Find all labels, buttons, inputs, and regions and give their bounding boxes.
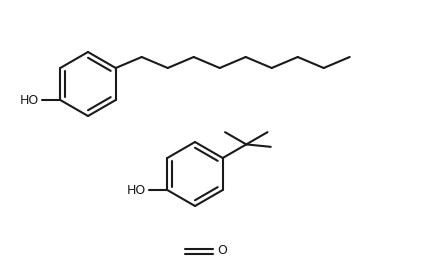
Text: HO: HO — [20, 93, 39, 107]
Text: O: O — [217, 244, 227, 258]
Text: HO: HO — [127, 184, 146, 196]
